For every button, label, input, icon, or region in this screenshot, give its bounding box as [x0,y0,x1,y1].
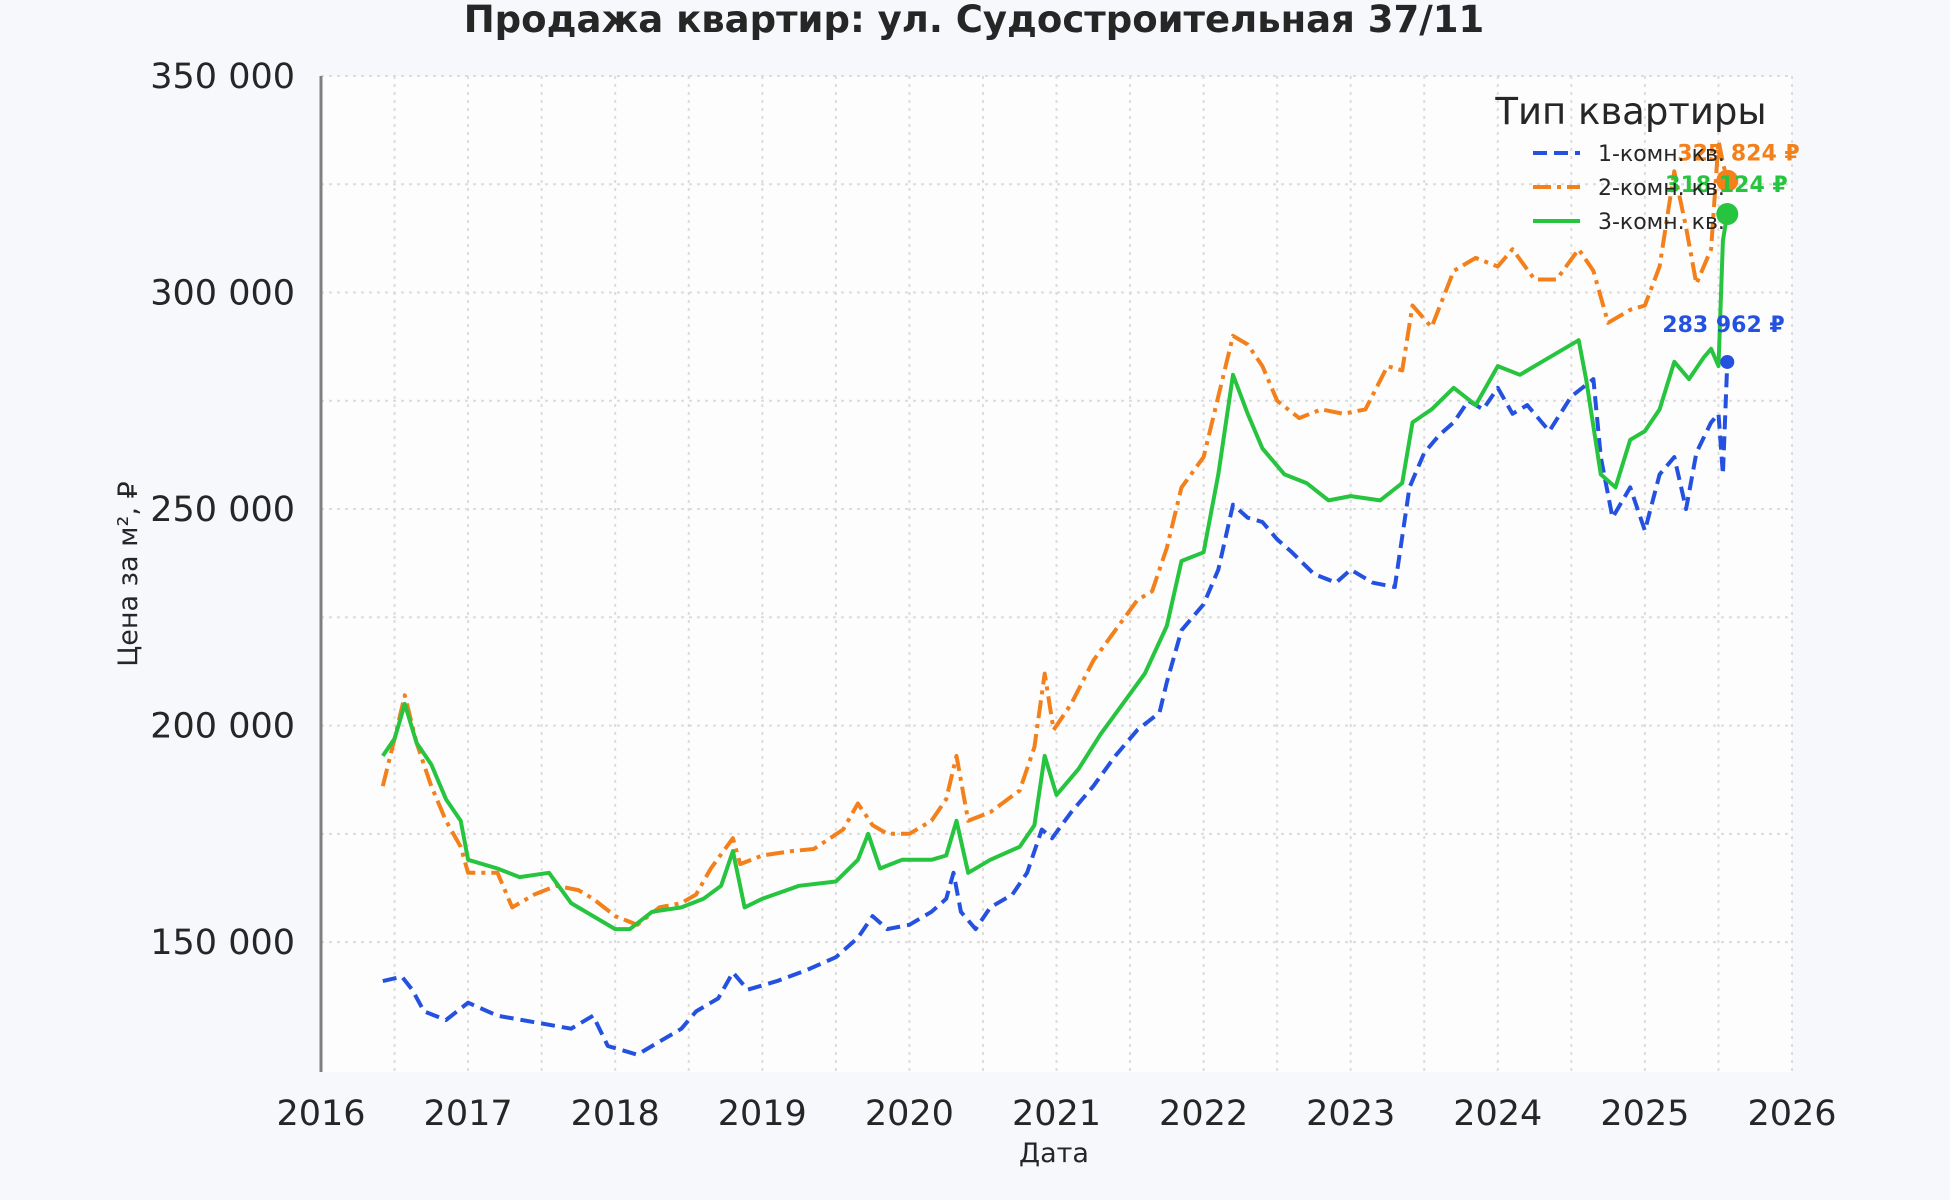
end-value-labels: 283 962 ₽ 325 824 ₽ 318 124 ₽ [1662,142,1799,338]
end-markers [1716,169,1739,369]
y-tick-labels: 150 000 200 000 250 000 300 000 350 000 [150,57,295,963]
x-tick-label: 2021 [1012,1094,1101,1134]
x-tick-label: 2017 [424,1094,513,1134]
x-tick-label: 2022 [1159,1094,1248,1134]
legend-label: 3-комн. кв. [1598,210,1725,235]
x-tick-label: 2019 [718,1094,807,1134]
series-line [381,213,1730,932]
x-tick-label: 2023 [1306,1094,1395,1134]
x-tick-label: 2016 [276,1094,365,1134]
chart-title: Продажа квартир: ул. Судостроительная 37… [464,0,1485,41]
series-end-marker [1720,354,1735,369]
x-tick-labels: 2016 2017 2018 2019 2020 2021 2022 2023 2024 2025… [276,1094,1836,1134]
x-tick-label: 2020 [865,1094,954,1134]
legend: Тип квартиры 1-комн. кв. 2-комн. кв. 3-ком… [1494,90,1766,235]
y-tick-label: 350 000 [150,57,295,97]
series-end-label: 283 962 ₽ [1662,313,1784,338]
series-line [382,361,1730,1057]
series-end-marker [1716,203,1739,226]
series-end-label: 318 124 ₽ [1665,173,1787,198]
y-tick-label: 250 000 [150,490,295,530]
legend-label: 2-комн. кв. [1598,176,1725,201]
legend-title: Тип квартиры [1494,90,1766,133]
x-axis-label: Дата [1019,1138,1089,1169]
x-tick-label: 2026 [1747,1094,1836,1134]
y-tick-label: 150 000 [150,923,295,963]
series-lines [380,139,1730,1057]
x-tick-label: 2025 [1600,1094,1689,1134]
series-end-label: 325 824 ₽ [1677,142,1799,167]
x-tick-label: 2024 [1453,1094,1542,1134]
legend-items: 1-комн. кв. 2-комн. кв. 3-комн. кв. [1533,142,1725,235]
y-axis-label: Цена за м², ₽ [113,481,144,666]
grid-lines [321,75,1793,1072]
legend-label: 1-комн. кв. [1598,142,1725,167]
y-tick-label: 300 000 [150,274,295,314]
x-tick-label: 2018 [571,1094,660,1134]
series-end-marker [1716,169,1739,192]
y-tick-label: 200 000 [150,707,295,747]
